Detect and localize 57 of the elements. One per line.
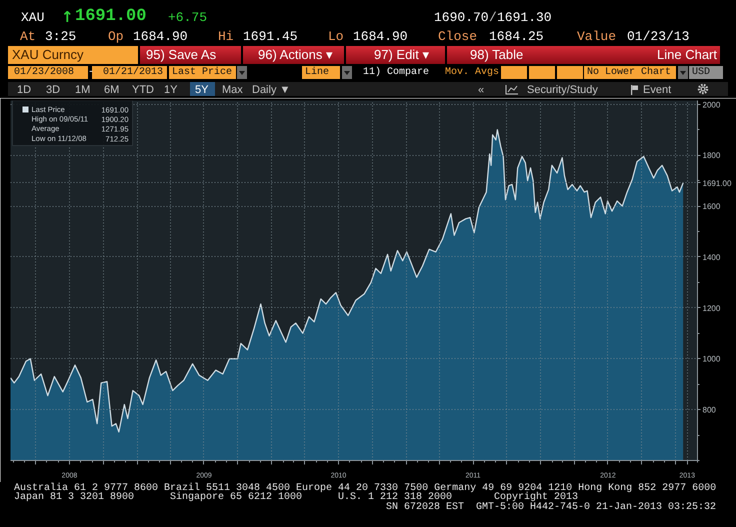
text: 1684.25	[489, 29, 544, 45]
text: Security/Study	[527, 83, 598, 97]
text: 3D	[46, 83, 60, 97]
text: Japan 81 3 3201 8900	[14, 491, 134, 504]
y-tick-label: 2000	[702, 100, 721, 110]
text: 1Y	[164, 83, 178, 97]
text: +6.75	[168, 10, 208, 26]
text: 01/21/2013	[103, 66, 164, 79]
y-tick-label: 1400	[702, 252, 721, 262]
text: Max	[222, 83, 243, 97]
text: YTD	[132, 83, 154, 97]
text: Singapore 65 6212 1000	[170, 492, 302, 504]
text: 1684.90	[133, 29, 188, 45]
text: 1691.30	[497, 10, 552, 26]
text: ↑	[61, 8, 74, 26]
text: Mov. Avgs	[445, 66, 500, 79]
text: 1684.90	[353, 29, 408, 45]
text: 1M	[75, 83, 90, 97]
y-tick-label: 800	[702, 406, 716, 415]
text: 11) Compare	[363, 66, 430, 79]
text: U.S. 1 212 318 2000	[338, 492, 452, 503]
text: SN 672028 EST GMT-5:00 H442-745-0 21-Jan-2013 03:25:32	[386, 502, 716, 514]
y-tick-label: 1600	[702, 202, 721, 212]
text: 95) Save As	[146, 47, 216, 63]
text: Line Chart	[657, 47, 717, 63]
text: -	[88, 66, 94, 79]
text: XAU Curncy	[12, 47, 84, 63]
text: 1691.45	[243, 29, 298, 45]
text: 98) Table	[470, 47, 524, 63]
text: At	[20, 29, 36, 45]
y-tick-label: 1800	[702, 151, 721, 160]
text: 96) Actions ▾	[258, 47, 333, 63]
y-tick-label: 1200	[702, 304, 721, 313]
text: Op	[108, 29, 124, 45]
text: «	[478, 83, 484, 97]
y-tick-label: 1691.00	[702, 178, 732, 188]
y-tick-label: 1000	[702, 354, 721, 364]
text: USD	[692, 66, 710, 79]
text: Copyright 2013	[494, 491, 578, 503]
text: 1D	[17, 83, 32, 97]
text: 97) Edit ▾	[374, 47, 430, 63]
text: 5Y	[195, 83, 208, 97]
text: 01/23/2008	[14, 66, 74, 79]
text: 1690.70	[434, 10, 489, 26]
text: Line	[305, 66, 330, 79]
text: Value	[577, 29, 616, 45]
text: /	[489, 10, 497, 26]
text: Daily ▼	[252, 83, 290, 97]
text: Close	[438, 29, 478, 45]
text: 3:25	[45, 29, 76, 45]
text: Lo	[328, 29, 344, 45]
text: 1691.00	[75, 7, 146, 27]
text: XAU	[21, 10, 44, 26]
text: 6M	[104, 83, 120, 97]
text: Event	[643, 83, 672, 97]
text: 01/23/13	[627, 29, 690, 45]
text: Hi	[218, 29, 234, 45]
